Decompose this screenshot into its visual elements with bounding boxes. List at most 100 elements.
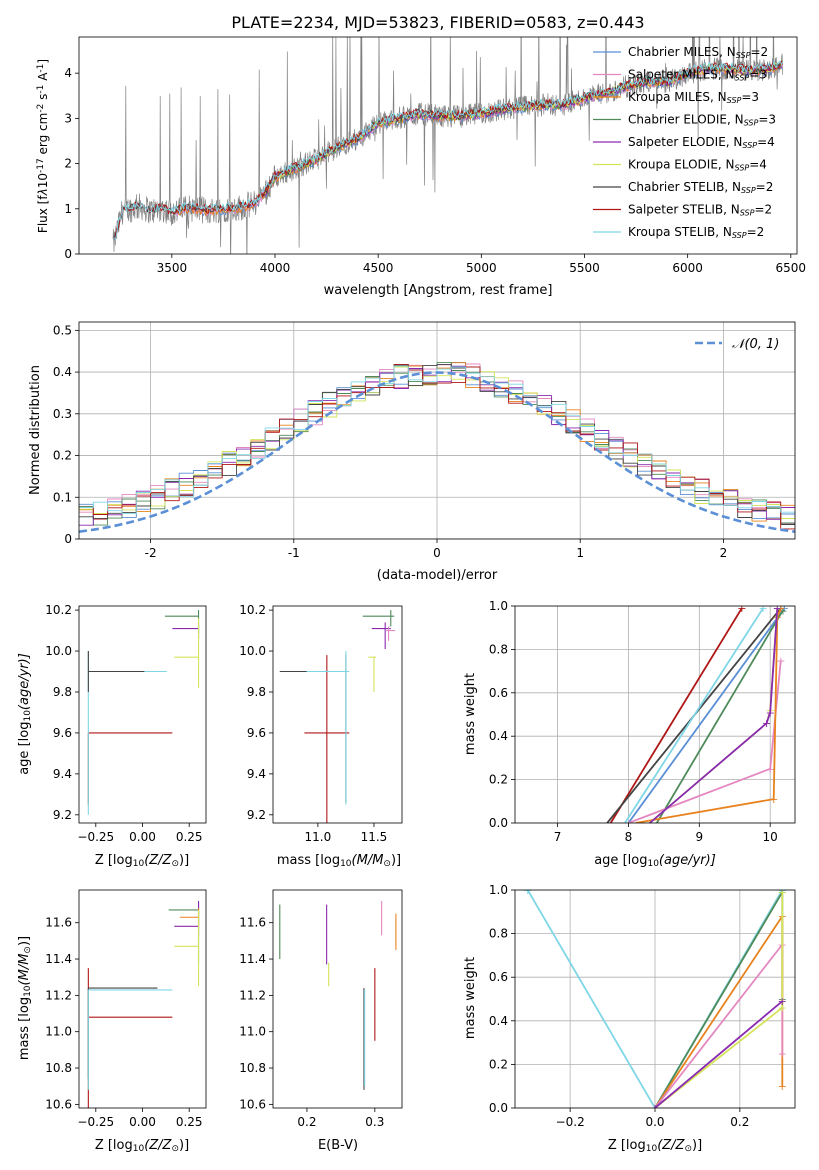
x-tick-label: 11.0 bbox=[305, 830, 332, 844]
cumulative-z-marker: + bbox=[650, 1102, 659, 1115]
model-spectrum-salpeter_elodie bbox=[264, 64, 783, 196]
y-tick-label: 0.8 bbox=[489, 642, 508, 656]
normal-curve bbox=[79, 371, 795, 533]
y-tick-label: 11.6 bbox=[45, 916, 72, 930]
age-vs-mass: 11.0 11.5 9.2 9.4 9.6 9.8 10.0 10.2 bbox=[239, 603, 403, 844]
y-tick-label: 1.0 bbox=[489, 883, 508, 897]
legend-label: Salpeter MILES, NSSP=3 bbox=[628, 68, 767, 83]
x-axis-label: age [log10(age/yr)] bbox=[594, 853, 716, 869]
x-tick-label: 1 bbox=[576, 546, 584, 560]
age-vs-metallicity-plot-area bbox=[87, 610, 200, 815]
cumulative-age-marker: + bbox=[766, 706, 775, 719]
cumulative-z-marker: + bbox=[778, 1080, 787, 1093]
x-tick-label: 3500 bbox=[157, 261, 188, 275]
y-tick-label: 9.4 bbox=[247, 767, 266, 781]
x-tick-label: 4500 bbox=[363, 261, 394, 275]
y-tick-label: 9.8 bbox=[53, 685, 72, 699]
x-axis-label: E(B-V) bbox=[318, 1138, 358, 1153]
y-tick-label: 10.0 bbox=[239, 644, 266, 658]
y-tick-label: 0.0 bbox=[489, 816, 508, 830]
x-tick-label: 5500 bbox=[569, 261, 600, 275]
cumulative-mass-vs-age: + ++ +++++++++++++ 7 8 9 10 0.0 0.2 0.4 0.6 0.8 1.0 bbox=[489, 599, 796, 844]
cumulative-mass-vs-metallicity: +++++++++++++++++−0.2 0.0 0.2 0.0 0.2 0.4 0.6 0… bbox=[489, 883, 796, 1129]
figure-title: PLATE=2234, MJD=53823, FIBERID=0583, z=0… bbox=[231, 13, 644, 32]
cumulative-z-salpeter_elodie bbox=[654, 1000, 783, 1108]
y-tick-label: 10.6 bbox=[45, 1097, 72, 1111]
x-tick-label: 0.00 bbox=[129, 830, 156, 844]
x-axis-label: wavelength [Angstrom, rest frame] bbox=[324, 283, 553, 298]
y-tick-label: 0 bbox=[64, 532, 72, 546]
axes-frame bbox=[514, 605, 796, 824]
cumulative-z-marker: + bbox=[650, 1102, 659, 1115]
cumulative-age-marker: + bbox=[762, 717, 771, 730]
legend-label: Salpeter STELIB, NSSP=2 bbox=[628, 203, 772, 218]
x-tick-label: 0.25 bbox=[176, 830, 203, 844]
cumulative-z-chabrier_elodie bbox=[654, 891, 784, 1108]
cumulative-age-kroupa_stelib bbox=[624, 607, 764, 823]
y-tick-label: 11.2 bbox=[239, 988, 266, 1002]
x-tick-label: 0.2 bbox=[730, 1115, 749, 1129]
y-tick-label: 11.4 bbox=[45, 952, 72, 966]
legend-label: Kroupa STELIB, NSSP=2 bbox=[628, 225, 764, 240]
x-tick-label: 6000 bbox=[672, 261, 703, 275]
cumulative-z-kroupa_elodie bbox=[654, 892, 784, 1108]
residual-histogram-plot-area bbox=[79, 322, 795, 539]
x-axis-label: Z [log10(Z/Z⊙)] bbox=[608, 1138, 702, 1154]
cumulative-age-marker: + bbox=[769, 793, 778, 806]
y-tick-label: 0.2 bbox=[53, 449, 72, 463]
y-tick-label: 2 bbox=[64, 157, 72, 171]
x-tick-label: 10 bbox=[763, 830, 778, 844]
histogram-chabrier_stelib bbox=[79, 363, 795, 525]
cumulative-z-marker: + bbox=[778, 995, 787, 1008]
histogram-kroupa_stelib bbox=[79, 365, 795, 515]
cumulative-age-marker: + bbox=[776, 602, 785, 615]
y-tick-label: 10.2 bbox=[239, 603, 266, 617]
cumulative-age-kroupa_miles bbox=[635, 607, 782, 823]
cumulative-age-marker: + bbox=[766, 763, 775, 776]
legend-label: Kroupa MILES, NSSP=3 bbox=[628, 90, 759, 105]
y-tick-label: 0.6 bbox=[489, 686, 508, 700]
x-axis-label: mass [log10(M/M⊙)] bbox=[277, 853, 401, 869]
x-tick-label: 4000 bbox=[260, 261, 291, 275]
y-tick-label: 1.0 bbox=[489, 599, 508, 613]
age-vs-metallicity: −0.25 0.00 0.25 9.2 9.4 9.6 9.8 10.0 10.2 bbox=[45, 603, 207, 844]
x-axis-label: Z [log10(Z/Z⊙)] bbox=[95, 853, 189, 869]
y-tick-label: 0 bbox=[64, 247, 72, 261]
x-tick-label: −0.25 bbox=[77, 1115, 114, 1129]
cumulative-z-marker: + bbox=[778, 1048, 787, 1061]
cumulative-z-marker: + bbox=[778, 886, 787, 899]
x-tick-label: 0.2 bbox=[297, 1115, 316, 1129]
y-tick-label: 0.3 bbox=[53, 407, 72, 421]
y-axis-label: age [log10(age/yr)] bbox=[17, 653, 33, 775]
y-tick-label: 0.4 bbox=[489, 1014, 508, 1028]
axes-frame bbox=[78, 889, 207, 1109]
axes-frame bbox=[272, 889, 403, 1109]
cumulative-mass-vs-metallicity-plot-area: +++++++++++++++++ bbox=[515, 884, 795, 1115]
y-tick-label: 9.4 bbox=[53, 767, 72, 781]
mass-vs-extinction-plot-area bbox=[279, 900, 397, 1090]
y-tick-label: 10.2 bbox=[45, 603, 72, 617]
cumulative-age-salpeter_elodie bbox=[649, 608, 779, 823]
y-tick-label: 10.6 bbox=[239, 1097, 266, 1111]
cumulative-z-marker: + bbox=[523, 884, 532, 897]
x-tick-label: 5000 bbox=[466, 261, 497, 275]
x-tick-label: 7 bbox=[554, 830, 562, 844]
spectrum-chart-plot-area bbox=[112, 37, 784, 254]
cumulative-z-marker: + bbox=[650, 1102, 659, 1115]
y-tick-label: 0.6 bbox=[489, 970, 508, 984]
legend-label: Chabrier MILES, NSSP=2 bbox=[628, 45, 768, 60]
cumulative-age-salpeter_stelib bbox=[609, 607, 743, 823]
y-axis-label: mass weight bbox=[463, 957, 478, 1039]
y-tick-label: 11.4 bbox=[239, 952, 266, 966]
cumulative-age-marker: + bbox=[776, 654, 785, 667]
y-tick-label: 9.8 bbox=[247, 685, 266, 699]
x-tick-label: −0.2 bbox=[556, 1115, 585, 1129]
y-tick-label: 0.0 bbox=[489, 1101, 508, 1115]
legend-label: Chabrier STELIB, NSSP=2 bbox=[628, 180, 773, 195]
x-tick-label: -1 bbox=[288, 546, 300, 560]
x-tick-label: 0.0 bbox=[645, 1115, 664, 1129]
y-tick-label: 0.4 bbox=[53, 365, 72, 379]
x-axis-label: Z [log10(Z/Z⊙)] bbox=[95, 1138, 189, 1154]
cumulative-age-marker: + bbox=[776, 602, 785, 615]
cumulative-age-chabrier_elodie bbox=[656, 609, 784, 823]
